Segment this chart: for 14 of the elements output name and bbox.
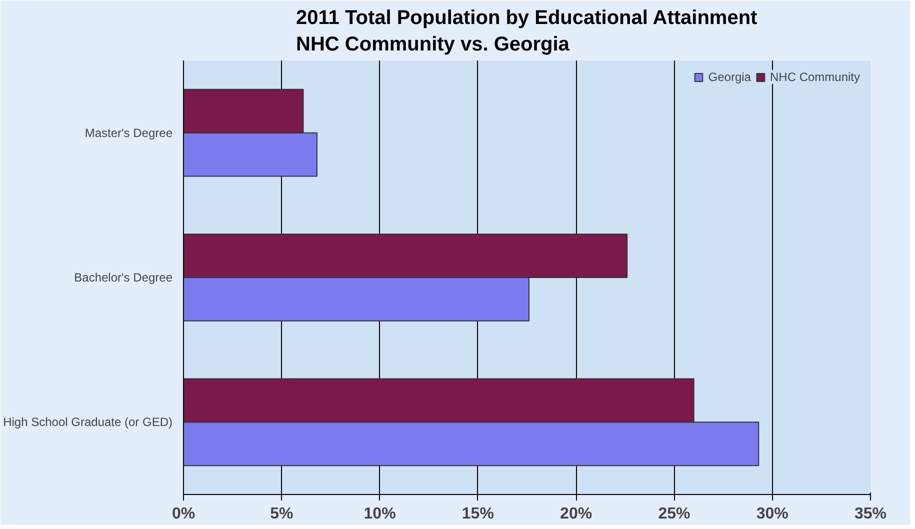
x-tick-label: 25% <box>658 506 690 522</box>
x-tick-label: 5% <box>270 506 294 522</box>
legend-label: NHC Community <box>770 70 860 84</box>
x-tick-label: 0% <box>172 506 196 522</box>
x-tick-label: 10% <box>364 506 396 522</box>
chart-title: 2011 Total Population by Educational Attainment NHC Community vs. Georgia <box>296 7 758 56</box>
x-tick-label: 15% <box>462 506 494 522</box>
x-tick-label: 20% <box>560 506 592 522</box>
y-tick-label: Master's Degree <box>84 126 173 140</box>
x-tick-label: 30% <box>756 506 788 522</box>
y-tick-label: High School Graduate (or GED) <box>3 415 173 430</box>
legend-label: Georgia <box>708 70 751 84</box>
x-tick-label: 35% <box>854 506 887 522</box>
y-tick-label: Bachelor's Degree <box>74 270 173 284</box>
